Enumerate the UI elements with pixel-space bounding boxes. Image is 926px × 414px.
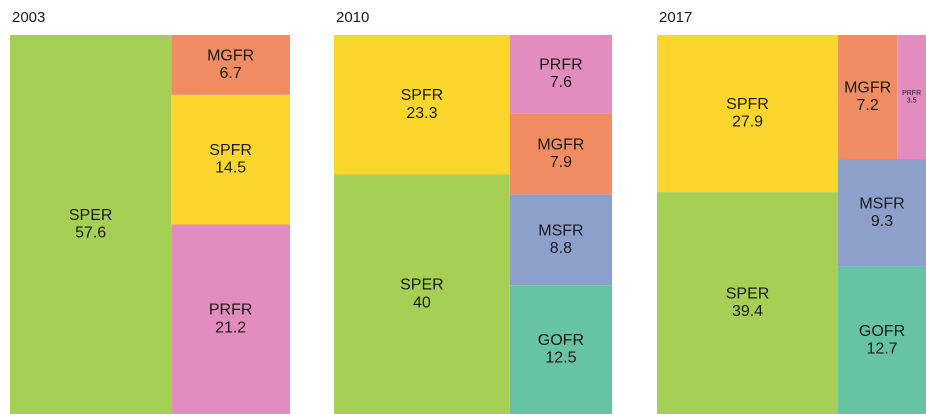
tile-value: 39.4 (732, 303, 763, 320)
tile (897, 35, 926, 160)
tile-value: 27.9 (732, 114, 763, 131)
panel-title: 2010 (336, 9, 369, 26)
tile-label: GOFR (859, 323, 905, 340)
tile-value: 40 (413, 294, 431, 311)
tile-label: SPER (69, 207, 113, 224)
tile-value: 8.8 (550, 240, 572, 257)
panel-title: 2003 (12, 9, 45, 26)
tile-value: 6.7 (220, 65, 242, 82)
tile-label: GOFR (538, 332, 584, 349)
tile (838, 266, 926, 414)
tile-label: PRFR (539, 57, 583, 74)
tile (10, 35, 172, 414)
tile-label: MSFR (859, 195, 904, 212)
tile-label: PRFR (902, 90, 921, 97)
tile (171, 94, 290, 225)
tile-label: MGFR (207, 47, 254, 64)
tile (171, 35, 290, 95)
tile-value: 7.6 (550, 74, 572, 91)
tile (509, 35, 612, 114)
tile (838, 159, 926, 267)
tile-label: MGFR (537, 136, 584, 153)
tile-value: 23.3 (406, 105, 437, 122)
tile (171, 224, 290, 414)
tile-value: 9.3 (871, 213, 893, 230)
tile (509, 113, 612, 195)
tile-label: SPFR (401, 87, 444, 104)
tile (334, 35, 510, 175)
tile (657, 35, 839, 193)
tile (509, 285, 612, 414)
tile (334, 174, 510, 414)
tile-value: 12.5 (545, 350, 576, 367)
tile-label: SPFR (726, 96, 769, 113)
tile-value: 21.2 (215, 319, 246, 336)
tile-label: MSFR (538, 222, 583, 239)
tile-label: MGFR (844, 79, 891, 96)
tile-value: 57.6 (75, 225, 106, 242)
tile-value: 14.5 (215, 160, 246, 177)
panel-title: 2017 (659, 9, 692, 26)
tile (838, 35, 898, 160)
tile-label: PRFR (209, 302, 253, 319)
tile-label: SPER (726, 285, 770, 302)
tile-value: 7.2 (857, 97, 879, 114)
tile-value: 12.7 (866, 340, 897, 357)
tile-label: SPFR (209, 142, 252, 159)
tile-label: SPER (400, 277, 444, 294)
tile (657, 192, 839, 414)
tile-value: 7.9 (550, 154, 572, 171)
tile (509, 194, 612, 286)
tile-value: 3.5 (907, 98, 917, 105)
